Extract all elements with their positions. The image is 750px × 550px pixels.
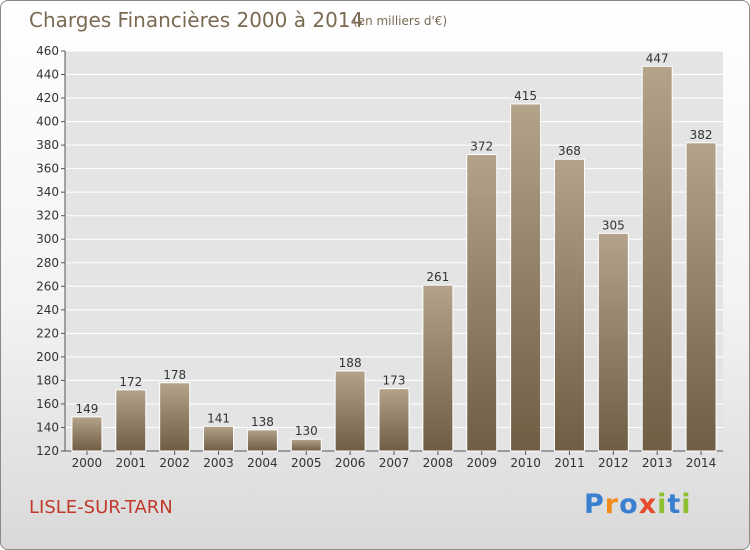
- y-tick-label: 460: [36, 44, 59, 58]
- logo-letter: o: [619, 489, 639, 520]
- data-label: 130: [295, 424, 318, 438]
- data-label: 173: [383, 374, 406, 388]
- data-label: 178: [163, 368, 186, 382]
- x-tick-label: 2006: [335, 456, 366, 470]
- x-tick-label: 2010: [510, 456, 541, 470]
- x-tick-label: 2003: [203, 456, 234, 470]
- commune-name: LISLE-SUR-TARN: [29, 497, 173, 518]
- bar-2002: [159, 382, 191, 452]
- x-tick-label: 2001: [116, 456, 147, 470]
- data-label: 172: [119, 375, 142, 389]
- x-tick-label: 2009: [466, 456, 497, 470]
- chart-subtitle: (en milliers d'€): [353, 14, 448, 28]
- y-tick-label: 260: [36, 279, 59, 293]
- data-label: 415: [514, 89, 537, 103]
- bar-2010: [510, 103, 542, 452]
- bar-2009: [466, 154, 498, 452]
- x-tick-label: 2000: [72, 456, 103, 470]
- data-label: 447: [646, 51, 669, 65]
- x-tick-label: 2013: [642, 456, 673, 470]
- bar-2012: [597, 232, 629, 452]
- proxiti-logo: Proxiti: [584, 489, 692, 520]
- bar-2000: [71, 416, 103, 452]
- bar-2006: [334, 370, 366, 452]
- data-label: 188: [339, 356, 362, 370]
- y-tick-label: 400: [36, 115, 59, 129]
- logo-letter: P: [584, 489, 605, 520]
- bar-2005: [290, 438, 322, 452]
- x-tick-label: 2007: [379, 456, 410, 470]
- logo-letter: i: [681, 489, 692, 520]
- data-label: 138: [251, 415, 274, 429]
- data-label: 305: [602, 218, 625, 232]
- y-tick-label: 140: [36, 420, 59, 434]
- logo-letter: t: [667, 489, 682, 520]
- x-tick-label: 2004: [247, 456, 278, 470]
- chart-title: Charges Financières 2000 à 2014: [29, 8, 364, 32]
- bar-2014: [685, 142, 717, 452]
- x-tick-label: 2005: [291, 456, 322, 470]
- y-tick-label: 320: [36, 209, 59, 223]
- y-tick-label: 360: [36, 162, 59, 176]
- y-tick-label: 380: [36, 138, 59, 152]
- data-label: 382: [690, 128, 713, 142]
- bar-2004: [246, 429, 278, 452]
- x-tick-label: 2014: [686, 456, 717, 470]
- bar-2008: [422, 284, 454, 452]
- bar-2003: [203, 425, 235, 452]
- logo-letter: r: [604, 489, 620, 520]
- y-tick-label: 220: [36, 326, 59, 340]
- data-label: 261: [426, 270, 449, 284]
- logo-letter: i: [657, 489, 668, 520]
- bar-2013: [641, 65, 673, 452]
- x-tick-label: 2002: [159, 456, 190, 470]
- logo-letter: x: [638, 489, 658, 520]
- data-label: 372: [470, 140, 493, 154]
- y-tick-label: 120: [36, 444, 59, 458]
- x-tick-label: 2012: [598, 456, 629, 470]
- y-tick-label: 420: [36, 91, 59, 105]
- y-tick-label: 160: [36, 397, 59, 411]
- x-tick-label: 2011: [554, 456, 585, 470]
- y-tick-label: 300: [36, 232, 59, 246]
- x-tick-label: 2008: [423, 456, 454, 470]
- y-tick-label: 180: [36, 373, 59, 387]
- y-tick-label: 200: [36, 350, 59, 364]
- y-tick-label: 340: [36, 185, 59, 199]
- data-label: 149: [75, 402, 98, 416]
- bar-2007: [378, 388, 410, 452]
- bar-2001: [115, 389, 147, 452]
- data-label: 141: [207, 411, 230, 425]
- bar-2011: [553, 158, 585, 452]
- y-tick-label: 280: [36, 256, 59, 270]
- y-tick-label: 240: [36, 303, 59, 317]
- y-tick-label: 440: [36, 68, 59, 82]
- data-label: 368: [558, 144, 581, 158]
